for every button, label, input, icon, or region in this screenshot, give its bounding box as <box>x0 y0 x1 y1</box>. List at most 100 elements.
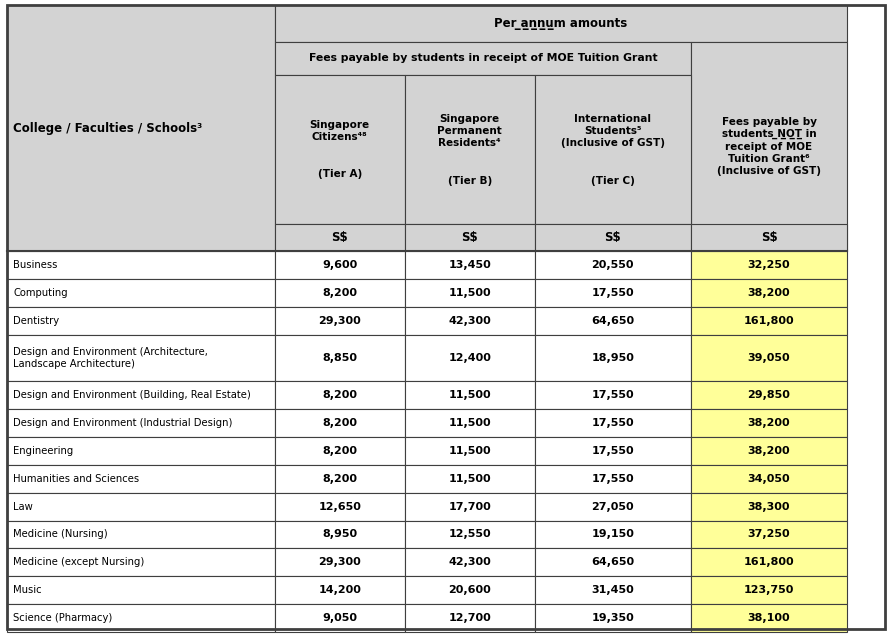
Text: Humanities and Sciences: Humanities and Sciences <box>13 474 139 484</box>
Bar <box>405 521 534 548</box>
Bar <box>534 493 691 521</box>
Text: S$: S$ <box>461 231 478 244</box>
Bar <box>275 224 405 251</box>
Bar <box>405 224 534 251</box>
Text: 38,100: 38,100 <box>747 613 790 623</box>
Bar <box>275 75 405 224</box>
Text: 17,550: 17,550 <box>591 418 634 428</box>
Text: 123,750: 123,750 <box>744 585 794 595</box>
Bar <box>534 381 691 409</box>
Bar <box>275 5 847 42</box>
Text: 37,250: 37,250 <box>747 529 790 540</box>
Bar <box>534 335 691 381</box>
Bar <box>691 224 847 251</box>
Bar <box>691 548 847 576</box>
Text: 8,200: 8,200 <box>322 474 358 484</box>
Bar <box>7 437 275 465</box>
Text: 64,650: 64,650 <box>591 316 634 326</box>
Bar <box>7 548 275 576</box>
Bar <box>275 335 405 381</box>
Bar <box>7 493 275 521</box>
Text: 39,050: 39,050 <box>747 353 790 363</box>
Text: 12,700: 12,700 <box>449 613 491 623</box>
Text: 11,500: 11,500 <box>449 418 491 428</box>
Bar <box>691 604 847 632</box>
Bar <box>405 576 534 604</box>
Bar <box>405 251 534 279</box>
Bar <box>275 493 405 521</box>
Bar <box>534 251 691 279</box>
Text: S$: S$ <box>332 231 348 244</box>
Bar <box>691 251 847 279</box>
Bar <box>534 576 691 604</box>
Bar <box>275 251 405 279</box>
Text: Singapore
Citizens⁴⁸


(Tier A): Singapore Citizens⁴⁸ (Tier A) <box>310 120 370 179</box>
Text: International
Students⁵
(Inclusive of GST)


(Tier C): International Students⁵ (Inclusive of GS… <box>561 113 665 186</box>
Text: College / Faculties / Schools³: College / Faculties / Schools³ <box>13 122 202 134</box>
Text: S$: S$ <box>761 231 777 244</box>
Bar <box>7 604 275 632</box>
Text: 29,300: 29,300 <box>318 316 361 326</box>
Text: Singapore
Permanent
Residents⁴


(Tier B): Singapore Permanent Residents⁴ (Tier B) <box>437 113 502 186</box>
Text: Engineering: Engineering <box>13 446 73 456</box>
Bar <box>534 224 691 251</box>
Text: Business: Business <box>13 260 58 270</box>
Bar <box>534 279 691 307</box>
Text: Medicine (except Nursing): Medicine (except Nursing) <box>13 557 145 567</box>
Bar <box>275 381 405 409</box>
Bar <box>7 521 275 548</box>
Text: Fees payable by
students ̲N̲O̲T̲ in
receipt of MOE
Tuition Grant⁶
(Inclusive of : Fees payable by students ̲N̲O̲T̲ in rece… <box>717 117 821 176</box>
Text: Music: Music <box>13 585 42 595</box>
Bar <box>691 307 847 335</box>
Text: 31,450: 31,450 <box>591 585 634 595</box>
Text: 8,200: 8,200 <box>322 446 358 456</box>
Text: 17,550: 17,550 <box>591 474 634 484</box>
Bar <box>275 465 405 493</box>
Text: 42,300: 42,300 <box>449 316 491 326</box>
Text: 14,200: 14,200 <box>318 585 361 595</box>
Bar <box>7 465 275 493</box>
Bar <box>405 548 534 576</box>
Bar <box>275 279 405 307</box>
Text: 12,400: 12,400 <box>449 353 491 363</box>
Text: 17,550: 17,550 <box>591 390 634 400</box>
Text: 17,550: 17,550 <box>591 446 634 456</box>
Bar <box>7 5 275 251</box>
Text: 161,800: 161,800 <box>744 557 794 567</box>
Text: 64,650: 64,650 <box>591 557 634 567</box>
Bar <box>691 409 847 437</box>
Text: 11,500: 11,500 <box>449 288 491 298</box>
Text: 38,200: 38,200 <box>747 446 790 456</box>
Text: 11,500: 11,500 <box>449 474 491 484</box>
Bar <box>691 576 847 604</box>
Text: Fees payable by students in receipt of MOE Tuition Grant: Fees payable by students in receipt of M… <box>309 53 657 63</box>
Bar <box>7 335 275 381</box>
Text: 12,550: 12,550 <box>449 529 491 540</box>
Text: 8,200: 8,200 <box>322 418 358 428</box>
Bar <box>691 381 847 409</box>
Text: 38,200: 38,200 <box>747 418 790 428</box>
Text: 42,300: 42,300 <box>449 557 491 567</box>
Bar <box>405 409 534 437</box>
Bar <box>275 437 405 465</box>
Bar <box>275 307 405 335</box>
Text: 8,200: 8,200 <box>322 390 358 400</box>
Bar <box>405 75 534 224</box>
Bar <box>275 548 405 576</box>
Text: Medicine (Nursing): Medicine (Nursing) <box>13 529 108 540</box>
Text: Design and Environment (Building, Real Estate): Design and Environment (Building, Real E… <box>13 390 251 400</box>
Text: Computing: Computing <box>13 288 68 298</box>
Bar <box>7 279 275 307</box>
Text: 161,800: 161,800 <box>744 316 794 326</box>
Bar <box>405 604 534 632</box>
Text: Design and Environment (Architecture,
Landscape Architecture): Design and Environment (Architecture, La… <box>13 347 208 369</box>
Bar <box>405 335 534 381</box>
Text: Per ̲a̲n̲n̲u̲m amounts: Per ̲a̲n̲n̲u̲m amounts <box>494 17 628 30</box>
Bar <box>405 381 534 409</box>
Text: 29,300: 29,300 <box>318 557 361 567</box>
Bar <box>691 465 847 493</box>
Text: 8,850: 8,850 <box>322 353 358 363</box>
Text: Science (Pharmacy): Science (Pharmacy) <box>13 613 112 623</box>
Bar <box>691 437 847 465</box>
Text: 19,350: 19,350 <box>591 613 634 623</box>
